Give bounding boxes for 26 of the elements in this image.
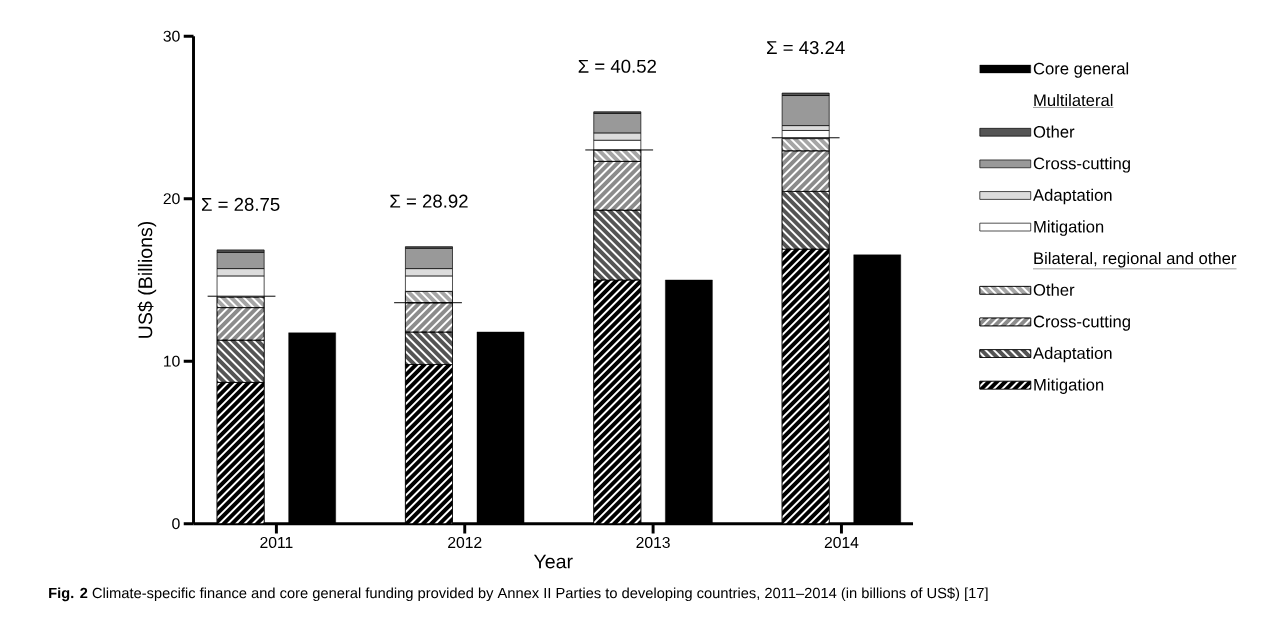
y-tick-label: 0	[172, 518, 180, 530]
text: Fig. 2 Climate-specific finance and core general funding provided by Annex II Parties to developing countries, 2011–2014 (in billions of US$) [17]	[49, 587, 988, 602]
annotation: Σ = 28.92	[390, 194, 468, 208]
y-tick-label: 10	[164, 355, 180, 367]
y-tick-label: 30	[163, 30, 180, 42]
legend-label: Mitigation	[1034, 378, 1104, 394]
legend-label: Mitigation	[1034, 220, 1104, 236]
text: Bilateral, regional and other	[1034, 251, 1237, 268]
annotation: Σ = 43.24	[767, 40, 845, 55]
x-tick-label: 2014	[824, 536, 859, 548]
x-tick-label: 2012	[448, 536, 482, 548]
x-tick-label: 2013	[636, 536, 670, 548]
legend-label: Core general	[1033, 62, 1129, 78]
annotation: Σ = 28.75	[201, 197, 280, 211]
legend-label: Cross-cutting	[1033, 315, 1130, 331]
legend-label: Other	[1033, 283, 1075, 296]
annotation: Σ = 40.52	[578, 59, 656, 73]
legend-label: Adaptation	[1033, 346, 1112, 363]
legend-label: Adaptation	[1033, 188, 1112, 205]
x-tick-label: 2011	[260, 536, 293, 548]
text: Multilateral	[1034, 93, 1113, 106]
y-tick-label: 20	[163, 193, 180, 205]
y-axis-title: US$ (Billions)	[137, 221, 157, 338]
legend-label: Other	[1033, 125, 1075, 138]
x-axis-title: Year	[533, 554, 573, 569]
legend-label: Cross-cutting	[1033, 156, 1130, 173]
